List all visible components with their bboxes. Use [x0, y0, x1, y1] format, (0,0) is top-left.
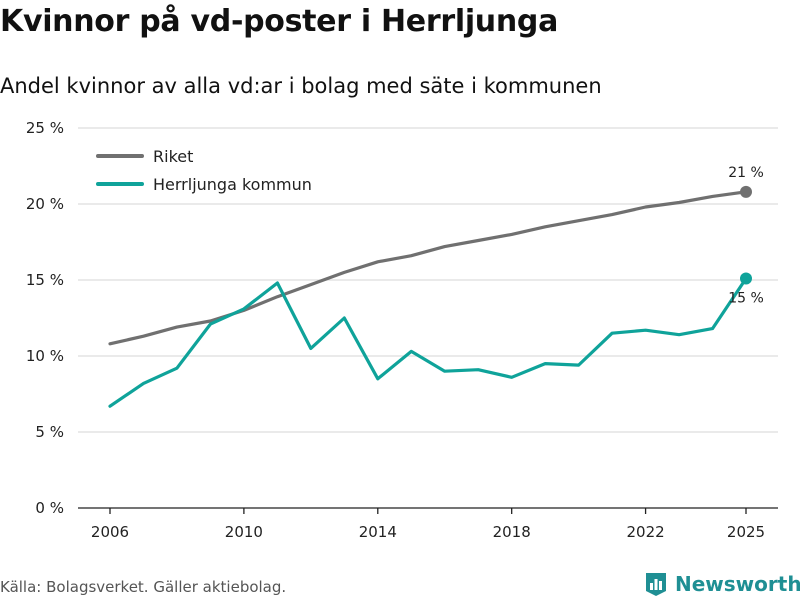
y-tick-label: 20 % [26, 195, 64, 213]
source-note: Källa: Bolagsverket. Gäller aktiebolag. [0, 578, 287, 596]
y-tick-label: 5 % [35, 423, 64, 441]
x-tick-label: 2006 [91, 523, 129, 541]
x-tick-label: 2014 [359, 523, 397, 541]
y-tick-label: 10 % [26, 347, 64, 365]
legend: Riket Herrljunga kommun [96, 147, 312, 194]
y-tick-label: 25 % [26, 119, 64, 137]
series-end-label: 15 % [728, 290, 764, 306]
x-tick-label: 2022 [626, 523, 664, 541]
brand-logo[interactable]: Newsworthy [644, 569, 800, 599]
series-end-label: 21 % [728, 165, 764, 181]
series-line [108, 190, 748, 346]
newsworthy-logo-icon [646, 573, 666, 596]
y-tick-label: 0 % [35, 499, 64, 517]
series-lines: 21 % 15 % [108, 165, 764, 408]
x-tick-label: 2025 [727, 523, 765, 541]
axes: 0 % 5 % 10 % 15 % 20 % 25 % 2006 2010 2014 2018 20… [26, 119, 778, 541]
grid-lines [78, 127, 778, 433]
legend-label: Riket [153, 147, 193, 166]
chart-subtitle: Andel kvinnor av alla vd:ar i bolag med … [0, 74, 602, 98]
series-line [108, 276, 748, 408]
x-tick-label: 2010 [225, 523, 263, 541]
series-end-point [740, 272, 752, 285]
y-tick-label: 15 % [26, 271, 64, 289]
series-end-point [740, 185, 752, 198]
x-tick-label: 2018 [493, 523, 531, 541]
legend-label: Herrljunga kommun [153, 175, 312, 194]
chart-title: Kvinnor på vd-poster i Herrljunga [0, 4, 559, 39]
brand-name: Newsworthy [675, 572, 800, 596]
